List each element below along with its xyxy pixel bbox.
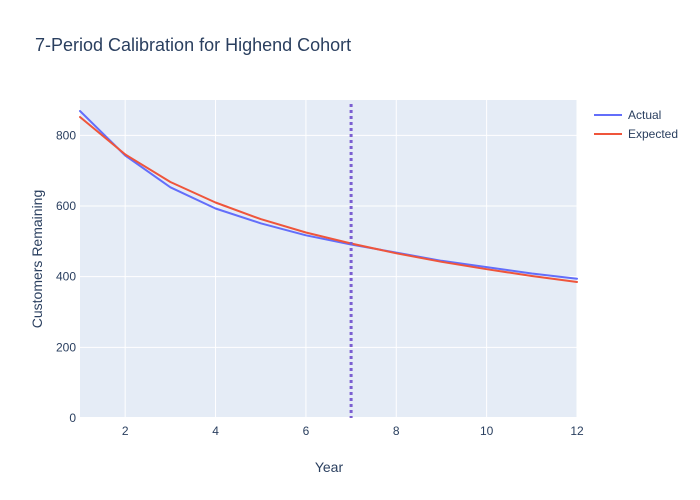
x-tick-label: 4 xyxy=(212,424,219,438)
y-tick-label: 800 xyxy=(56,128,76,142)
x-tick-label: 10 xyxy=(480,424,494,438)
y-tick-label: 600 xyxy=(56,199,76,213)
y-tick-label: 400 xyxy=(56,270,76,284)
data-series xyxy=(79,110,578,283)
y-axis-label: Customers Remaining xyxy=(29,190,45,329)
y-tick-label: 200 xyxy=(56,340,76,354)
grid-lines xyxy=(80,100,578,419)
series-line-actual xyxy=(79,110,578,280)
chart-title: 7-Period Calibration for Highend Cohort xyxy=(35,35,351,55)
x-axis-ticks: 2 4 6 8 10 12 xyxy=(122,424,584,438)
y-tick-label: 0 xyxy=(69,411,76,425)
plot-background xyxy=(80,100,577,418)
series-line-expected xyxy=(79,116,578,283)
legend-label: Actual xyxy=(628,108,661,122)
x-axis-label: Year xyxy=(315,459,344,475)
legend: Actual Expected xyxy=(594,108,678,141)
x-tick-label: 8 xyxy=(393,424,400,438)
x-tick-label: 2 xyxy=(122,424,129,438)
y-axis-ticks: 0 200 400 600 800 xyxy=(56,128,76,425)
x-tick-label: 6 xyxy=(303,424,310,438)
legend-label: Expected xyxy=(628,127,678,141)
x-tick-label: 12 xyxy=(570,424,584,438)
